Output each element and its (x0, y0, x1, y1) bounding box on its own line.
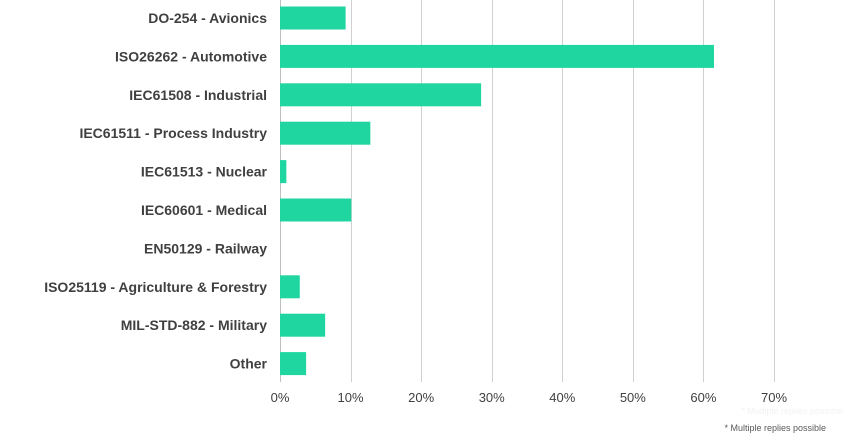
bar (280, 275, 300, 299)
bar (280, 44, 715, 68)
category-label: EN50129 - Railway (144, 240, 267, 256)
x-axis-tick-labels: 0% 10% 20% 30% 40% 50% 60% 70% (271, 390, 788, 405)
bars-layer (280, 6, 715, 376)
category-label: IEC60601 - Medical (141, 202, 267, 218)
bar (280, 160, 287, 184)
x-tick-label: 60% (690, 390, 716, 405)
x-tick-label: 0% (271, 390, 290, 405)
footnote-ghost: * Multiple replies possible (741, 406, 843, 416)
x-tick-label: 30% (479, 390, 505, 405)
bar (280, 313, 326, 337)
category-label: IEC61513 - Nuclear (141, 164, 268, 180)
x-tick-label: 70% (761, 390, 787, 405)
bar (280, 352, 307, 376)
category-label: ISO26262 - Automotive (115, 48, 267, 64)
bar (280, 83, 482, 107)
x-tick-label: 10% (338, 390, 364, 405)
category-labels: DO-254 - Avionics ISO26262 - Automotive IE… (44, 10, 267, 372)
bar (280, 121, 371, 145)
category-label: DO-254 - Avionics (148, 10, 267, 26)
category-label: Other (230, 356, 268, 372)
x-tick-label: 20% (408, 390, 434, 405)
footnote: * Multiple replies possible (724, 423, 826, 433)
category-label: MIL-STD-882 - Military (121, 317, 267, 333)
bar (280, 198, 352, 222)
category-label: ISO25119 - Agriculture & Forestry (44, 279, 267, 295)
category-label: IEC61511 - Process Industry (79, 125, 267, 141)
bar (280, 6, 346, 30)
x-tick-label: 50% (620, 390, 646, 405)
category-label: IEC61508 - Industrial (129, 87, 267, 103)
x-tick-label: 40% (549, 390, 575, 405)
